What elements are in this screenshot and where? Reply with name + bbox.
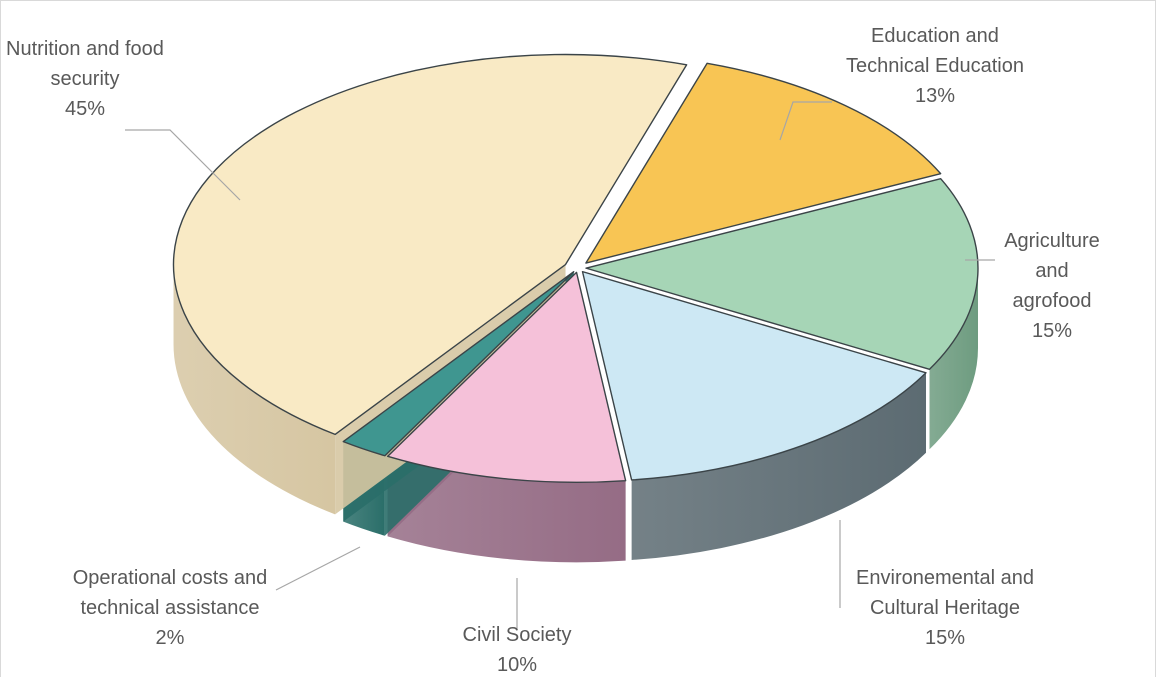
slice-percent: 2% <box>156 627 185 649</box>
slice-name-line: agrofood <box>1013 290 1092 312</box>
slice-name-line: Cultural Heritage <box>870 597 1020 619</box>
slice-percent: 15% <box>1032 320 1072 342</box>
pie-slice <box>585 178 979 371</box>
slice-name-line: Environemental and <box>856 567 1034 589</box>
slice-name-line: Education and <box>871 25 999 47</box>
pie-slice <box>386 271 627 484</box>
slice-name-line: technical assistance <box>81 597 260 619</box>
slice-name-line: Technical Education <box>846 55 1024 77</box>
slice-label: Education and Technical Education 13% <box>846 25 1024 107</box>
slice-name-line: Civil Society <box>463 624 572 646</box>
leader-line <box>125 129 241 201</box>
pie-slice <box>585 62 942 264</box>
slice-percent: 15% <box>925 627 965 649</box>
slice-label: Environemental and Cultural Heritage 15% <box>856 567 1034 649</box>
slice-name-line: Nutrition and food <box>6 38 164 60</box>
slice-label: Operational costs and technical assistanc… <box>73 567 268 649</box>
slice-percent: 10% <box>497 654 537 676</box>
pie-slice <box>581 270 927 481</box>
slice-name-line: Agriculture <box>1004 230 1100 252</box>
slice-percent: 13% <box>915 85 955 107</box>
leader-line <box>275 546 361 591</box>
slice-name-line: Operational costs and <box>73 567 268 589</box>
slice-label: Nutrition and food security 45% <box>6 38 164 120</box>
pie-slice <box>342 271 575 457</box>
pie-slice <box>172 53 688 436</box>
pie-slice-side <box>929 268 978 450</box>
pie-slice-side <box>173 264 336 515</box>
slice-label: Civil Society 10% <box>463 624 572 676</box>
slice-percent: 45% <box>65 98 105 120</box>
pie-slice-side <box>631 372 927 560</box>
slice-label: Agriculture and agrofood 15% <box>1004 230 1100 342</box>
slice-name-line: security <box>51 68 120 90</box>
leader-line <box>779 101 832 141</box>
slice-name-line: and <box>1035 260 1068 282</box>
